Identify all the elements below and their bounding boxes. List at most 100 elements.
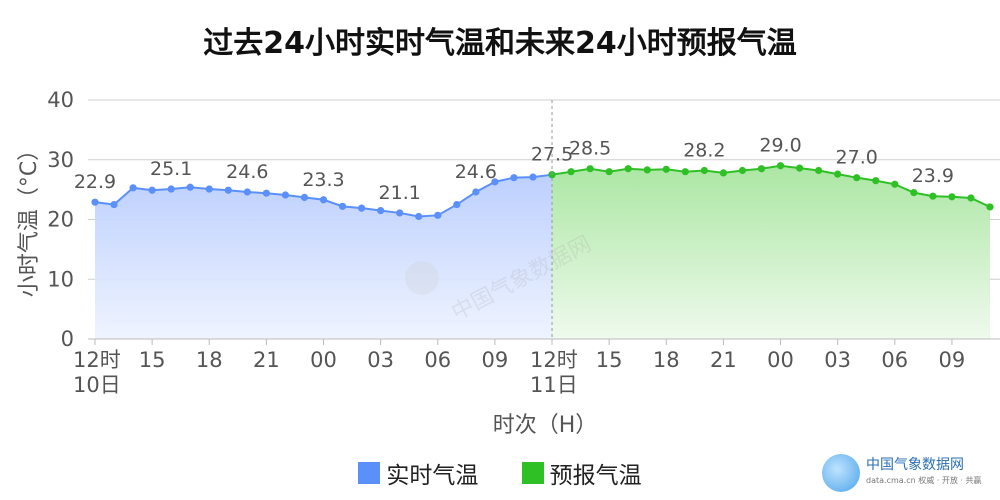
data-label: 21.1 bbox=[379, 182, 421, 204]
legend-label-forecast: 预报气温 bbox=[549, 463, 642, 489]
data-point bbox=[795, 164, 804, 172]
data-label: 28.2 bbox=[683, 140, 725, 162]
x-tick-label: 12时 bbox=[530, 348, 578, 372]
cma-data-logo[interactable]: 中国气象数据网 data.cma.cn 权威 · 开放 · 共赢 bbox=[822, 452, 982, 494]
x-tick-label: 09 bbox=[482, 348, 509, 372]
data-point bbox=[643, 166, 651, 174]
x-tick-label: 06 bbox=[881, 348, 908, 372]
data-point bbox=[757, 165, 766, 173]
data-point bbox=[224, 186, 232, 194]
data-point bbox=[948, 193, 956, 201]
data-point bbox=[415, 212, 423, 221]
data-point bbox=[929, 192, 937, 200]
data-point bbox=[262, 189, 270, 197]
data-point bbox=[891, 180, 899, 188]
y-tick-label: 10 bbox=[47, 267, 74, 291]
data-point bbox=[281, 191, 290, 199]
x-tick-label: 15 bbox=[596, 348, 623, 372]
y-tick-label: 40 bbox=[47, 88, 74, 112]
legend-swatch-observed bbox=[358, 462, 381, 484]
y-tick-label: 30 bbox=[47, 148, 74, 172]
data-label: 25.1 bbox=[150, 158, 192, 180]
data-point bbox=[377, 206, 385, 215]
cma-logo-icon bbox=[822, 454, 860, 492]
data-point bbox=[91, 198, 99, 206]
data-label: 27.0 bbox=[836, 147, 878, 169]
chart-title: 过去24小时实时气温和未来24小时预报气温 bbox=[203, 26, 797, 61]
data-point bbox=[662, 165, 670, 173]
y-axis-label: 小时气温（°C） bbox=[17, 139, 42, 297]
data-labels: 22.925.1 24.6 23.321.124.627.528.5 28.2 29.0… bbox=[74, 135, 954, 204]
x-tick-label: 21 bbox=[710, 348, 737, 372]
data-label: 29.0 bbox=[759, 135, 801, 157]
x-tick-label: 15 bbox=[139, 348, 166, 372]
x-tick-label: 00 bbox=[310, 348, 337, 372]
x-axis-label: 时次（H） bbox=[493, 413, 598, 438]
data-point bbox=[853, 174, 861, 182]
data-point bbox=[872, 177, 880, 185]
data-point bbox=[129, 184, 137, 192]
y-tick-label: 20 bbox=[47, 208, 74, 232]
data-point bbox=[510, 174, 518, 182]
legend-item-forecast[interactable]: 预报气温 bbox=[521, 456, 642, 490]
data-point bbox=[186, 183, 194, 191]
data-point bbox=[967, 194, 975, 202]
x-tick-date-label: 11日 bbox=[530, 373, 578, 397]
x-tick-label: 21 bbox=[253, 348, 280, 372]
legend-label-observed: 实时气温 bbox=[386, 463, 479, 489]
data-point bbox=[319, 196, 328, 204]
data-point bbox=[681, 168, 689, 176]
x-tick-label: 03 bbox=[367, 348, 394, 372]
data-point bbox=[167, 185, 175, 193]
data-label: 24.6 bbox=[226, 161, 268, 183]
data-point bbox=[700, 166, 708, 175]
data-point bbox=[624, 165, 632, 173]
data-point bbox=[110, 200, 118, 209]
x-tick-label: 12时 bbox=[73, 348, 121, 372]
data-point bbox=[834, 170, 842, 178]
data-point bbox=[205, 185, 213, 193]
series-points bbox=[91, 162, 994, 221]
data-point bbox=[300, 193, 309, 201]
data-point bbox=[910, 189, 918, 197]
legend-item-observed[interactable]: 实时气温 bbox=[358, 456, 478, 490]
data-point bbox=[815, 166, 823, 175]
logo-name: 中国气象数据网 bbox=[866, 457, 964, 473]
x-tick-label: 18 bbox=[653, 348, 680, 372]
data-label: 23.3 bbox=[302, 169, 344, 191]
data-label: 23.9 bbox=[912, 165, 954, 187]
x-tick-label: 00 bbox=[767, 348, 794, 372]
data-point bbox=[567, 168, 575, 176]
data-point bbox=[396, 209, 404, 217]
legend-swatch-forecast bbox=[521, 462, 544, 484]
data-point bbox=[243, 188, 251, 196]
data-point bbox=[338, 202, 347, 210]
logo-subtitle: data.cma.cn 权威 · 开放 · 共赢 bbox=[866, 476, 982, 485]
data-point bbox=[738, 166, 747, 175]
data-label: 22.9 bbox=[74, 171, 116, 193]
x-tick-label: 03 bbox=[824, 348, 851, 372]
data-label: 28.5 bbox=[569, 138, 611, 160]
x-tick-label: 18 bbox=[196, 348, 223, 372]
x-tick-label: 09 bbox=[939, 348, 966, 372]
data-point bbox=[472, 188, 480, 196]
temperature-chart: 中国气象数据网 22.925.1 24.6 23.321.124.627.528.5… bbox=[17, 88, 1000, 438]
legend: 实时气温 预报气温 bbox=[0, 456, 1000, 490]
data-point bbox=[529, 173, 537, 181]
data-point bbox=[986, 203, 994, 211]
watermark-logo-icon bbox=[405, 261, 439, 295]
data-point bbox=[148, 186, 156, 194]
data-point bbox=[453, 200, 461, 209]
x-tick-date-label: 10日 bbox=[73, 373, 121, 397]
data-point bbox=[491, 178, 499, 186]
y-tick-label: 0 bbox=[61, 327, 74, 351]
data-point bbox=[719, 169, 728, 177]
data-point bbox=[434, 211, 442, 219]
series-area bbox=[552, 165, 990, 339]
data-point bbox=[605, 168, 613, 176]
data-label: 24.6 bbox=[455, 161, 497, 183]
data-point bbox=[776, 162, 785, 170]
data-point bbox=[357, 204, 366, 212]
x-tick-label: 06 bbox=[424, 348, 451, 372]
